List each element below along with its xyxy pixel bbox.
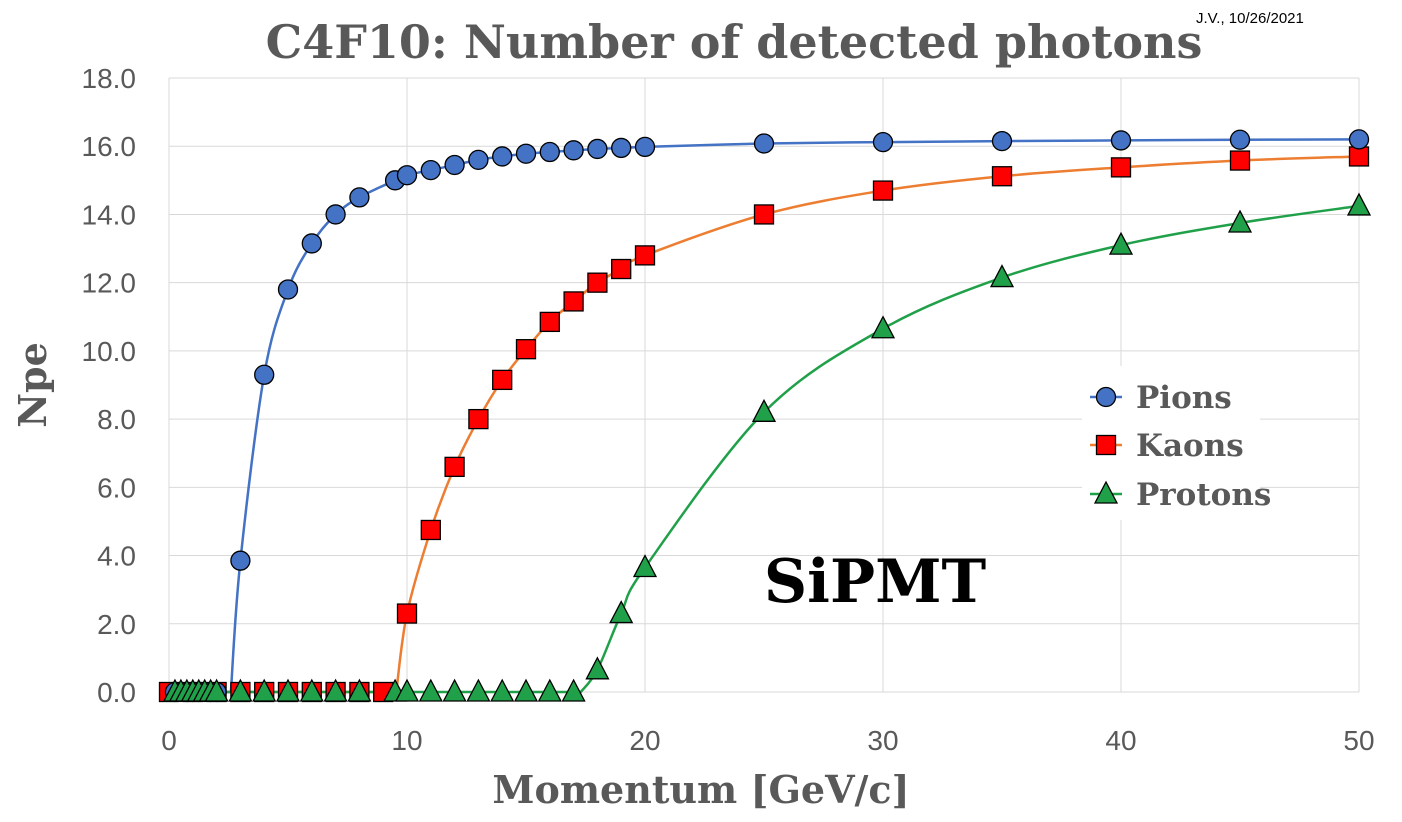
data-point-pions	[539, 141, 560, 163]
data-point-kaons	[1348, 146, 1370, 167]
data-point-protons	[1227, 209, 1253, 233]
data-point-pions	[611, 137, 632, 159]
detector-annotation: SiPMT	[764, 547, 987, 617]
y-tick-label: 12.0	[82, 268, 137, 299]
y-axis-title: Npe	[10, 342, 55, 427]
data-point-pions	[492, 146, 513, 167]
data-point-kaons	[872, 180, 894, 201]
data-point-kaons	[563, 291, 584, 312]
data-point-pions	[230, 550, 251, 571]
data-point-protons	[394, 678, 420, 702]
legend-label-kaons: Kaons	[1136, 428, 1244, 464]
data-point-protons	[442, 678, 467, 702]
legend-item-protons: Protons	[1090, 477, 1271, 513]
data-point-protons	[870, 315, 896, 339]
data-point-kaons	[991, 166, 1013, 187]
data-point-kaons	[492, 369, 513, 391]
legend-marker-pions	[1095, 386, 1117, 408]
data-point-protons	[609, 600, 634, 624]
data-point-pions	[563, 140, 584, 161]
data-point-protons	[751, 398, 777, 422]
data-point-protons	[418, 678, 443, 702]
data-point-kaons	[611, 258, 632, 280]
data-point-pions	[753, 133, 775, 154]
data-point-pions	[468, 149, 489, 171]
data-point-pions	[587, 138, 608, 160]
data-point-pions	[634, 136, 656, 158]
data-point-pions	[444, 154, 465, 176]
data-point-protons	[1346, 192, 1372, 216]
y-tick-label: 10.0	[82, 336, 137, 367]
data-point-protons	[299, 678, 324, 702]
data-point-protons	[490, 678, 515, 702]
data-point-protons	[585, 656, 610, 680]
legend: Pions Kaons Protons	[1082, 366, 1271, 520]
data-point-kaons	[1229, 150, 1251, 171]
data-point-protons	[275, 678, 301, 702]
y-tick-label: 14.0	[82, 199, 137, 230]
legend-item-pions: Pions	[1090, 380, 1232, 416]
data-point-protons	[537, 678, 562, 702]
series-markers	[158, 129, 1372, 703]
data-point-pions	[349, 187, 370, 208]
data-point-protons	[323, 678, 348, 702]
data-point-pions	[991, 130, 1013, 152]
y-axis-ticks: 0.0 2.0 4.0 6.0 8.0 10.0 12.0 14.0 16.0 18.0	[82, 63, 137, 708]
data-point-protons	[513, 678, 539, 702]
data-point-protons	[204, 678, 229, 702]
data-point-pions	[301, 233, 322, 254]
x-axis-ticks: 0 10 20 30 40 50	[161, 725, 1374, 756]
data-point-protons	[228, 678, 253, 702]
data-point-kaons	[1110, 157, 1132, 178]
x-tick-label: 20	[629, 725, 660, 756]
data-point-protons	[466, 678, 491, 702]
y-tick-label: 18.0	[82, 63, 137, 94]
data-point-kaons	[468, 408, 489, 430]
x-axis-title: Momentum [GeV/c]	[492, 767, 909, 812]
data-point-protons	[252, 678, 277, 702]
data-point-protons	[561, 678, 586, 702]
legend-item-kaons: Kaons	[1090, 428, 1244, 464]
y-tick-label: 4.0	[97, 541, 136, 572]
data-point-pions	[396, 165, 418, 186]
data-point-kaons	[587, 272, 608, 293]
data-point-pions	[1110, 130, 1132, 151]
y-tick-label: 2.0	[97, 609, 136, 640]
data-point-protons	[632, 554, 658, 578]
data-point-pions	[515, 143, 537, 164]
data-point-kaons	[444, 456, 465, 478]
x-tick-label: 0	[161, 725, 177, 756]
x-tick-label: 30	[867, 725, 898, 756]
legend-label-protons: Protons	[1136, 477, 1271, 513]
legend-marker-kaons	[1095, 434, 1117, 456]
data-point-kaons	[539, 311, 560, 333]
data-point-pions	[1348, 129, 1370, 150]
chart-title: C4F10: Number of detected photons	[266, 15, 1203, 69]
data-point-pions	[254, 364, 275, 385]
data-point-pions	[872, 131, 894, 153]
x-tick-label: 10	[391, 725, 422, 756]
y-tick-label: 16.0	[82, 131, 137, 162]
data-point-protons	[989, 264, 1015, 288]
data-point-pions	[1229, 129, 1251, 150]
y-tick-label: 8.0	[97, 404, 136, 435]
legend-label-pions: Pions	[1136, 380, 1232, 416]
x-tick-label: 50	[1343, 725, 1374, 756]
data-point-pions	[325, 204, 346, 225]
data-point-kaons	[396, 603, 418, 624]
y-tick-label: 6.0	[97, 472, 136, 503]
data-point-pions	[420, 159, 441, 181]
data-point-protons	[1108, 231, 1134, 255]
y-tick-label: 0.0	[97, 677, 136, 708]
legend-marker-protons	[1093, 480, 1119, 504]
data-point-pions	[277, 279, 299, 300]
x-tick-label: 40	[1105, 725, 1136, 756]
data-point-protons	[347, 678, 372, 702]
data-point-kaons	[634, 245, 656, 266]
data-point-kaons	[420, 519, 441, 541]
data-point-kaons	[515, 339, 537, 360]
data-point-kaons	[753, 204, 775, 225]
author-date-stamp: J.V., 10/26/2021	[1196, 10, 1304, 27]
